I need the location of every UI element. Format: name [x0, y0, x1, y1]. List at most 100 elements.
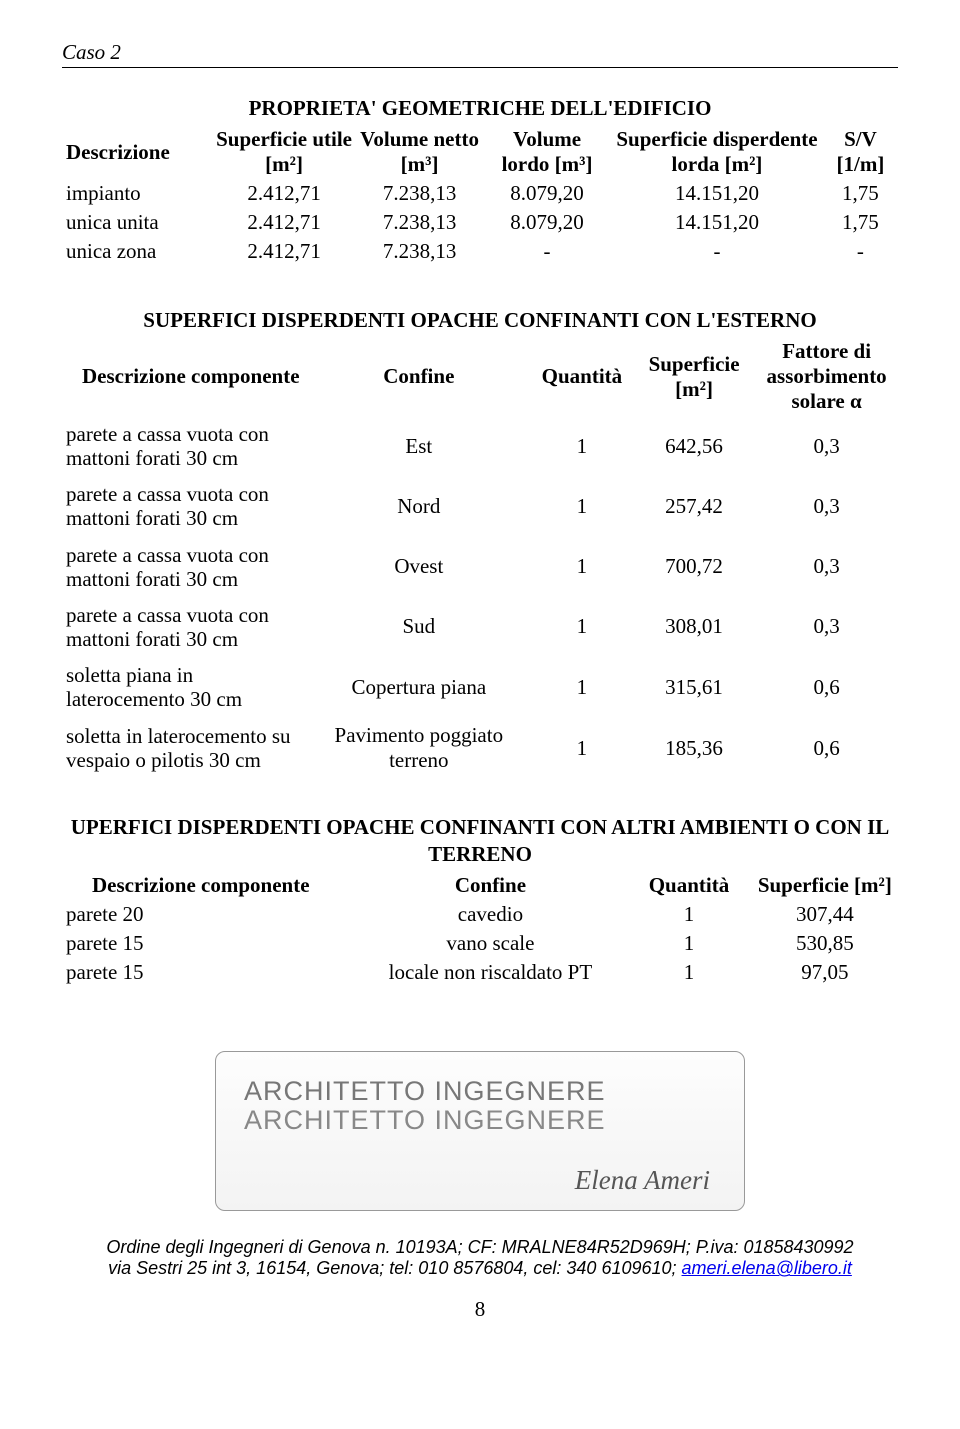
table-row: parete a cassa vuota con mattoni forati … [62, 416, 898, 476]
table-row: parete a cassa vuota con mattoni forati … [62, 597, 898, 657]
table-cell: 0,3 [755, 597, 898, 657]
table-cell: 700,72 [633, 537, 755, 597]
table-cell: Copertura piana [307, 657, 531, 717]
table-row: parete 20cavedio1307,44 [62, 900, 898, 929]
table-cell: 7.238,13 [356, 237, 483, 266]
table-row: soletta piana in laterocemento 30 cmCope… [62, 657, 898, 717]
table2: Descrizione componente Confine Quantità … [62, 337, 898, 779]
table-cell: 8.079,20 [483, 179, 611, 208]
table-row: soletta in laterocemento su vespaio o pi… [62, 717, 898, 779]
table-cell: 8.079,20 [483, 208, 611, 237]
table-cell: 97,05 [752, 958, 898, 987]
footer-line2: via Sestri 25 int 3, 16154, Genova; tel:… [108, 1258, 681, 1278]
table-cell: 1 [531, 416, 633, 476]
t3-h3: Superficie [m²] [752, 871, 898, 900]
table-cell: 1 [531, 597, 633, 657]
table-row: parete 15locale non riscaldato PT197,05 [62, 958, 898, 987]
table-cell: 2.412,71 [212, 237, 356, 266]
table-cell: 0,6 [755, 657, 898, 717]
table-row: parete 15vano scale1530,85 [62, 929, 898, 958]
t2-h3: Superficie [m²] [633, 337, 755, 416]
t2-h0: Descrizione componente [62, 337, 307, 416]
table-cell: 2.412,71 [212, 208, 356, 237]
table3-title-line2: TERRENO [62, 842, 898, 867]
stamp-line1: ARCHITETTO INGEGNERE [244, 1076, 716, 1107]
table-row: parete a cassa vuota con mattoni forati … [62, 476, 898, 536]
table-cell: locale non riscaldato PT [355, 958, 627, 987]
table-cell: 14.151,20 [611, 179, 823, 208]
table-cell: 1 [626, 958, 751, 987]
table-cell: cavedio [355, 900, 627, 929]
table-cell: 1 [626, 929, 751, 958]
table-cell: 530,85 [752, 929, 898, 958]
t3-h1: Confine [355, 871, 627, 900]
table-cell: impianto [62, 179, 212, 208]
t1-h2: Volume netto [m³] [356, 125, 483, 179]
footer-line1: Ordine degli Ingegneri di Genova n. 1019… [62, 1237, 898, 1258]
table-cell: Sud [307, 597, 531, 657]
table-cell: 1,75 [823, 179, 898, 208]
t2-h2: Quantità [531, 337, 633, 416]
table-cell: 0,6 [755, 717, 898, 779]
t1-h1: Superficie utile [m²] [212, 125, 356, 179]
table-row: unica unita2.412,717.238,138.079,2014.15… [62, 208, 898, 237]
table-cell: 185,36 [633, 717, 755, 779]
table-cell: 1 [531, 476, 633, 536]
table-cell: 315,61 [633, 657, 755, 717]
table-cell: 308,01 [633, 597, 755, 657]
table-cell: 0,3 [755, 476, 898, 536]
table-cell: 1 [531, 657, 633, 717]
t2-h4: Fattore di assorbimento solare α [755, 337, 898, 416]
t1-h0: Descrizione [62, 125, 212, 179]
table-cell: 1 [531, 717, 633, 779]
table-row: impianto2.412,717.238,138.079,2014.151,2… [62, 179, 898, 208]
table1: Descrizione Superficie utile [m²] Volume… [62, 125, 898, 266]
t2-h1: Confine [307, 337, 531, 416]
table-cell: soletta piana in laterocemento 30 cm [62, 657, 307, 717]
t1-h3: Volume lordo [m³] [483, 125, 611, 179]
table2-title: SUPERFICI DISPERDENTI OPACHE CONFINANTI … [62, 308, 898, 333]
table-cell: - [611, 237, 823, 266]
footer-email-link[interactable]: ameri.elena@libero.it [682, 1258, 852, 1278]
table-cell: 2.412,71 [212, 179, 356, 208]
table-cell: unica zona [62, 237, 212, 266]
t1-h5: S/V [1/m] [823, 125, 898, 179]
table-cell: - [823, 237, 898, 266]
table-cell: Nord [307, 476, 531, 536]
table-cell: 0,3 [755, 416, 898, 476]
table-cell: parete a cassa vuota con mattoni forati … [62, 537, 307, 597]
table-cell: Pavimento poggiato terreno [307, 717, 531, 779]
table-cell: 7.238,13 [356, 179, 483, 208]
table-cell: 257,42 [633, 476, 755, 536]
table-cell: parete 15 [62, 958, 355, 987]
table-cell: parete a cassa vuota con mattoni forati … [62, 416, 307, 476]
t3-h0: Descrizione componente [62, 871, 355, 900]
table-cell: 1 [531, 537, 633, 597]
stamp-line2: ARCHITETTO INGEGNERE [244, 1105, 716, 1136]
table-cell: parete a cassa vuota con mattoni forati … [62, 597, 307, 657]
table-row: parete a cassa vuota con mattoni forati … [62, 537, 898, 597]
t3-h2: Quantità [626, 871, 751, 900]
page-number: 8 [62, 1297, 898, 1322]
table-cell: soletta in laterocemento su vespaio o pi… [62, 717, 307, 779]
table-cell: vano scale [355, 929, 627, 958]
table1-title: PROPRIETA' GEOMETRICHE DELL'EDIFICIO [62, 96, 898, 121]
table-cell: 0,3 [755, 537, 898, 597]
t1-h4: Superficie disperdente lorda [m²] [611, 125, 823, 179]
table-cell: Est [307, 416, 531, 476]
stamp-signature: Elena Ameri [575, 1165, 710, 1196]
table-cell: parete 15 [62, 929, 355, 958]
table-cell: parete 20 [62, 900, 355, 929]
table-cell: parete a cassa vuota con mattoni forati … [62, 476, 307, 536]
table-cell: unica unita [62, 208, 212, 237]
table3-title-line1: UPERFICI DISPERDENTI OPACHE CONFINANTI C… [62, 815, 898, 840]
table-cell: 642,56 [633, 416, 755, 476]
table-cell: 1 [626, 900, 751, 929]
table-cell: 14.151,20 [611, 208, 823, 237]
table-cell: 307,44 [752, 900, 898, 929]
table3: Descrizione componente Confine Quantità … [62, 871, 898, 987]
table-cell: - [483, 237, 611, 266]
footer: Ordine degli Ingegneri di Genova n. 1019… [62, 1237, 898, 1322]
table-cell: 7.238,13 [356, 208, 483, 237]
case-header: Caso 2 [62, 40, 898, 68]
